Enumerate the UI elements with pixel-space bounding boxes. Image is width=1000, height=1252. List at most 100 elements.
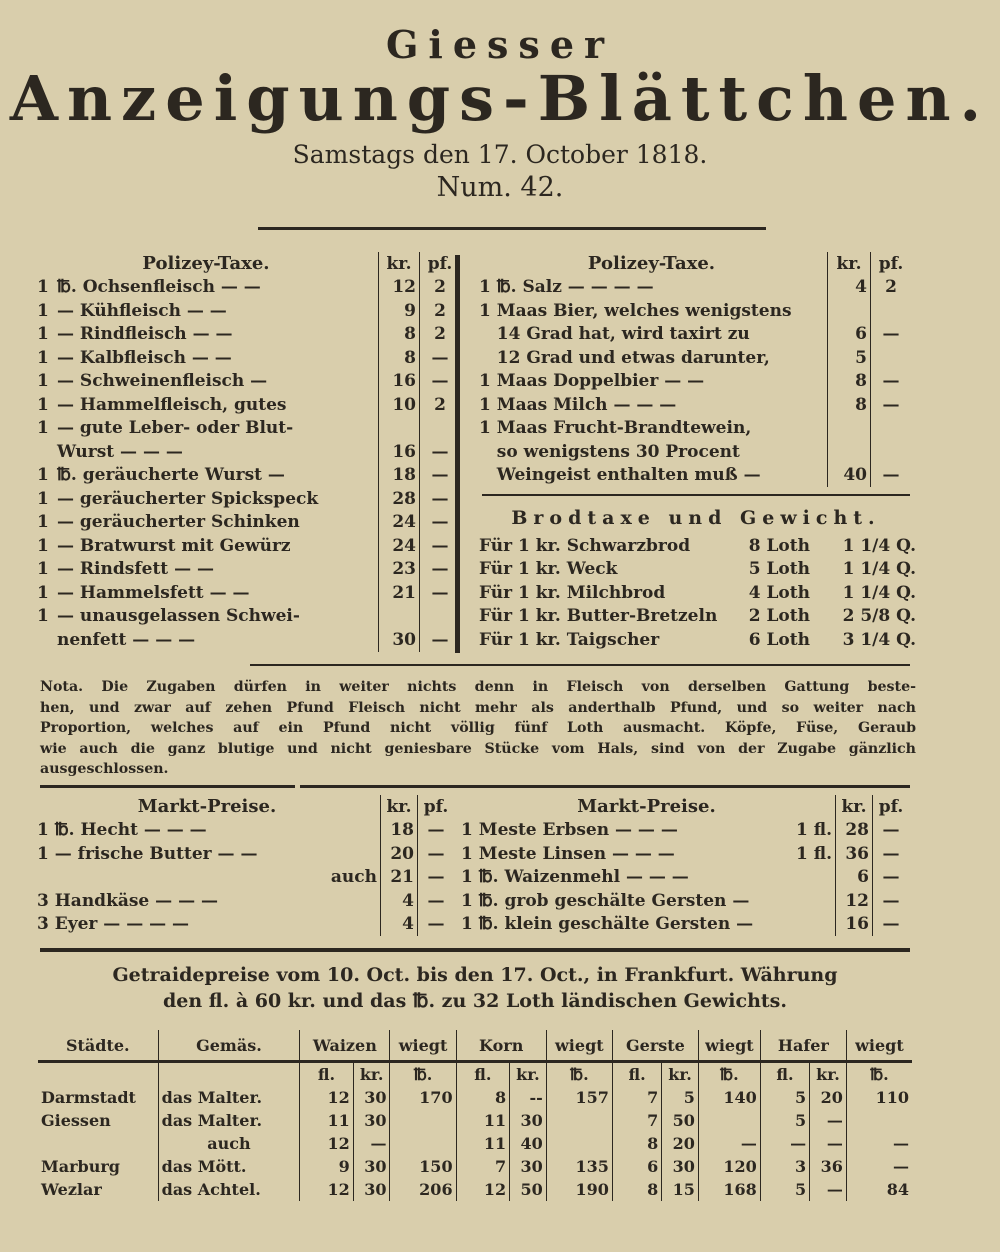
section-title: Markt-Preise. bbox=[137, 796, 277, 818]
item: 1 Meste Erbsen — — — bbox=[461, 820, 678, 841]
item: — Kalbfleisch — — bbox=[57, 347, 232, 368]
measure: das Malter. bbox=[157, 1086, 300, 1109]
value bbox=[389, 1109, 457, 1132]
price-kr: 16 bbox=[835, 912, 873, 936]
item: Weingeist enthalten muß — bbox=[479, 465, 761, 486]
item: ℔. geräucherte Wurst — bbox=[57, 465, 285, 486]
price-pf: — bbox=[419, 581, 460, 605]
price-kr: 23 bbox=[378, 557, 420, 581]
value: — bbox=[759, 1132, 810, 1155]
price-kr: 28 bbox=[378, 487, 420, 511]
price-pf bbox=[870, 416, 911, 440]
qty: 1 bbox=[37, 394, 49, 415]
value: 30 bbox=[352, 1178, 390, 1201]
unit-header: ℔. bbox=[389, 1061, 457, 1086]
price-kr: 4 bbox=[827, 275, 871, 299]
table-row: 1 ℔. Hecht — — — 18— bbox=[34, 818, 454, 842]
weight-quentchen: 2 5/8 Q. bbox=[842, 606, 916, 627]
value: 11 bbox=[455, 1132, 510, 1155]
price-pf: — bbox=[419, 463, 460, 487]
table-row: 1 — Hammelsfett — — 21— bbox=[34, 581, 460, 605]
value: 12 bbox=[455, 1178, 510, 1201]
qty: 1 bbox=[37, 606, 49, 627]
city bbox=[38, 1132, 158, 1155]
price-kr: 18 bbox=[380, 818, 418, 842]
measure: das Achtel. bbox=[157, 1178, 300, 1201]
unit-header: ℔. bbox=[697, 1061, 761, 1086]
table-row: 1 Meste Erbsen — — — 1 fl. 28— bbox=[458, 818, 909, 842]
brodtaxe-title: Brodtaxe und Gewicht. bbox=[511, 507, 881, 529]
item: 1 Meste Linsen — — — bbox=[461, 843, 675, 864]
city: Wezlar bbox=[41, 1180, 102, 1199]
price-pf bbox=[870, 440, 911, 464]
price-kr: 20 bbox=[380, 842, 418, 866]
table-row: 1 Maas Bier, welches wenigstens bbox=[476, 299, 911, 323]
value: 50 bbox=[661, 1109, 699, 1132]
price-pf: — bbox=[870, 369, 911, 393]
price-pf: — bbox=[872, 842, 909, 866]
markt-preise-right: Markt-Preise. kr. pf. 1 Meste Erbsen — — —1… bbox=[458, 795, 909, 936]
price-kr bbox=[378, 416, 420, 440]
value: — bbox=[809, 1132, 847, 1155]
value: 9 bbox=[299, 1155, 354, 1178]
table-row: 1 ℔. Ochsenfleisch — — 12 2 bbox=[34, 275, 460, 299]
item: 14 Grad hat, wird taxirt zu bbox=[479, 324, 750, 345]
item: — Hammelsfett — — bbox=[57, 582, 250, 603]
masthead-small: Giesser bbox=[385, 22, 615, 67]
table-row: so wenigstens 30 Procent bbox=[476, 440, 911, 464]
table-row: Wezlar das Achtel. 12 30 206 12 50 190 8 15 168 5—8… bbox=[38, 1178, 912, 1201]
value: — bbox=[352, 1132, 390, 1155]
table-row: auch 12—11 40 8 20— — — — bbox=[38, 1132, 912, 1155]
value: 190 bbox=[545, 1178, 613, 1201]
measure: das Malter. bbox=[157, 1109, 300, 1132]
price-kr: 6 bbox=[835, 865, 873, 889]
unit-header: kr. bbox=[352, 1061, 390, 1086]
qty bbox=[34, 628, 54, 652]
price-pf: — bbox=[419, 346, 460, 370]
value: — bbox=[809, 1109, 847, 1132]
value: — bbox=[845, 1155, 912, 1178]
table-row: 1 — gute Leber- oder Blut- bbox=[34, 416, 460, 440]
price-pf: — bbox=[872, 889, 909, 913]
table-row: Für 1 kr. Schwarzbrod 8 Loth 1 1/4 Q. bbox=[476, 534, 919, 558]
divider bbox=[40, 785, 295, 788]
table-row: Für 1 kr. Weck 5 Loth 1 1/4 Q. bbox=[476, 558, 919, 582]
price-pf: — bbox=[419, 369, 460, 393]
qty: 1 bbox=[37, 418, 49, 439]
unit-header: ℔. bbox=[545, 1061, 613, 1086]
value: 30 bbox=[509, 1155, 547, 1178]
unit-header: ℔. bbox=[845, 1061, 912, 1086]
price-kr bbox=[378, 604, 420, 628]
value: 135 bbox=[545, 1155, 613, 1178]
price-pf: — bbox=[419, 534, 460, 558]
value: 12 bbox=[299, 1132, 354, 1155]
item: 3 Eyer — — — — bbox=[37, 914, 190, 935]
qty: 1 bbox=[37, 371, 49, 392]
column-header: wiegt bbox=[845, 1030, 912, 1063]
column-header: Gemäs. bbox=[157, 1030, 300, 1063]
table-row: 1 ℔. geräucherte Wurst — 18— bbox=[34, 463, 460, 487]
value bbox=[545, 1132, 613, 1155]
unit-header: kr. bbox=[809, 1061, 847, 1086]
bread-item: Für 1 kr. Milchbrod bbox=[479, 582, 666, 603]
measure: auch bbox=[157, 1132, 300, 1155]
value: 120 bbox=[697, 1155, 761, 1178]
table-row: 1 — frische Butter — — 20— bbox=[34, 842, 454, 866]
col-pf: pf. bbox=[419, 252, 460, 276]
price-kr bbox=[827, 440, 871, 464]
price-kr: 8 bbox=[827, 393, 871, 417]
col-kr: kr. bbox=[380, 795, 418, 819]
price-kr: 8 bbox=[378, 346, 420, 370]
measure: das Mött. bbox=[157, 1155, 300, 1178]
table-row: 1 — Rindfleisch — — 8 2 bbox=[34, 322, 460, 346]
item: — Schweinenfleisch — bbox=[57, 371, 268, 392]
price-fl bbox=[789, 913, 836, 937]
table-row: Marburg das Mött. 9 30 150 7 30 135 6 30 120 3 36— bbox=[38, 1155, 912, 1178]
divider bbox=[482, 494, 910, 496]
polizey-taxe-left: Polizey-Taxe. kr. pf. 1 ℔. Ochsenfleisch — —… bbox=[34, 252, 460, 652]
value: 40 bbox=[509, 1132, 547, 1155]
table-row: Markt-Preise. kr. pf. bbox=[458, 795, 909, 819]
item: 12 Grad und etwas darunter, bbox=[479, 347, 770, 368]
section-title: Markt-Preise. bbox=[577, 796, 716, 818]
item: so wenigstens 30 Procent bbox=[479, 441, 740, 462]
